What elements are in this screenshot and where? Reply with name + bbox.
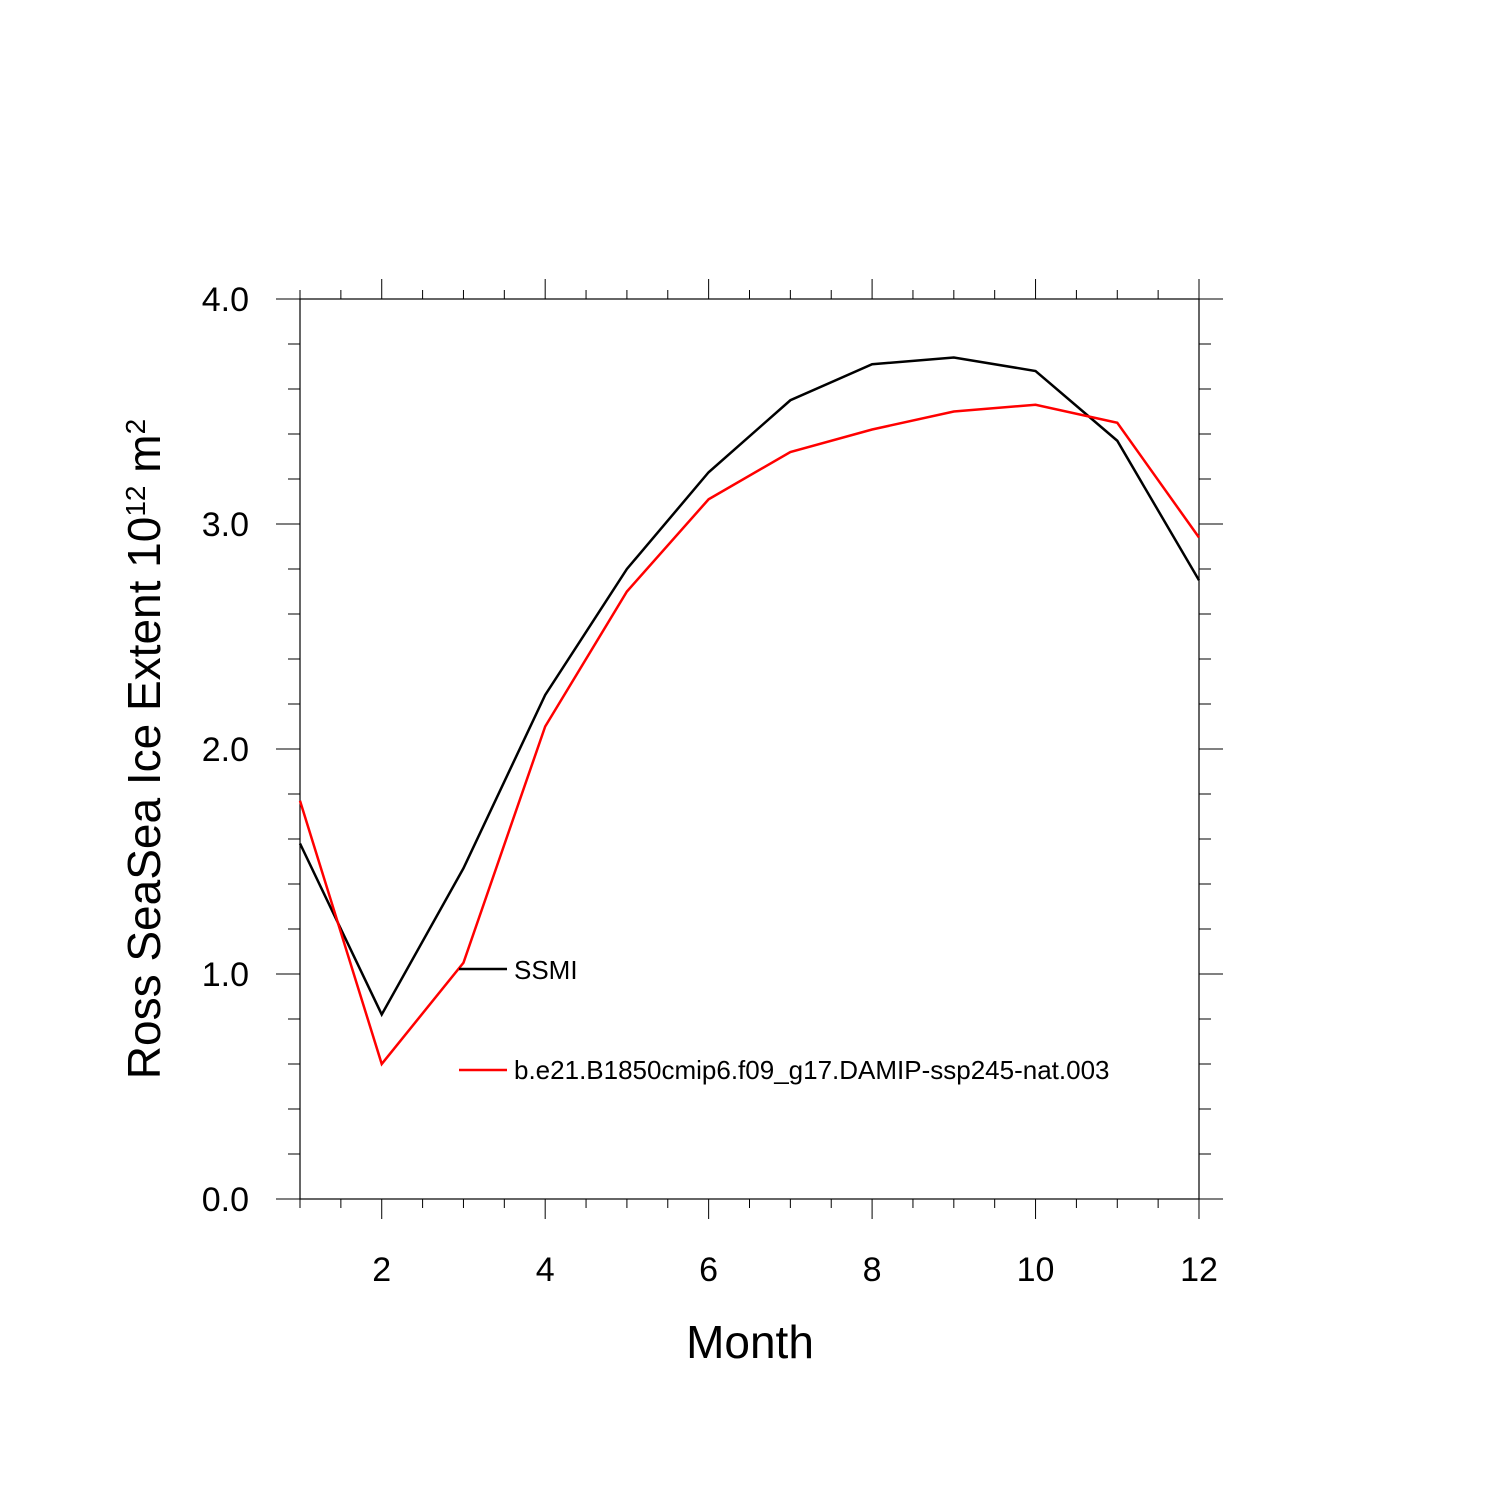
series-line-model	[298, 403, 1201, 1067]
series-layer	[298, 356, 1201, 1067]
y-axis-title-unit-exponent: 2	[120, 419, 151, 435]
legend-label-ssmi: SSMI	[514, 955, 578, 985]
x-tick-label: 6	[699, 1251, 718, 1289]
y-axis-title: Ross SeaSea Ice Extent 1012 m2	[118, 419, 170, 1079]
y-tick-label: 0.0	[202, 1181, 249, 1219]
y-tick-label: 3.0	[202, 506, 249, 544]
legend-label-model: b.e21.B1850cmip6.f09_g17.DAMIP-ssp245-na…	[514, 1055, 1110, 1085]
x-tick-label: 10	[1017, 1251, 1055, 1289]
series-line-ssmi	[298, 356, 1201, 1018]
x-tick-label: 4	[536, 1251, 555, 1289]
x-tick-label: 12	[1180, 1251, 1218, 1289]
y-tick-label: 2.0	[202, 731, 249, 769]
y-axis-title-main: Ross SeaSea Ice Extent 10	[118, 517, 170, 1080]
x-tick-label: 8	[863, 1251, 882, 1289]
y-axis-title-exponent: 12	[120, 485, 151, 516]
x-axis-title: Month	[686, 1316, 814, 1368]
y-tick-label: 1.0	[202, 956, 249, 994]
x-tick-label: 2	[372, 1251, 391, 1289]
y-axis-title-unit: m	[118, 434, 170, 485]
axis-ticks	[276, 279, 1223, 1219]
y-tick-label: 4.0	[202, 281, 249, 319]
legend: SSMI b.e21.B1850cmip6.f09_g17.DAMIP-ssp2…	[459, 955, 1110, 1085]
tick-labels: 2 4 6 8 10 12 0.0 1.0 2.0 3.0 4.0	[202, 281, 1218, 1289]
